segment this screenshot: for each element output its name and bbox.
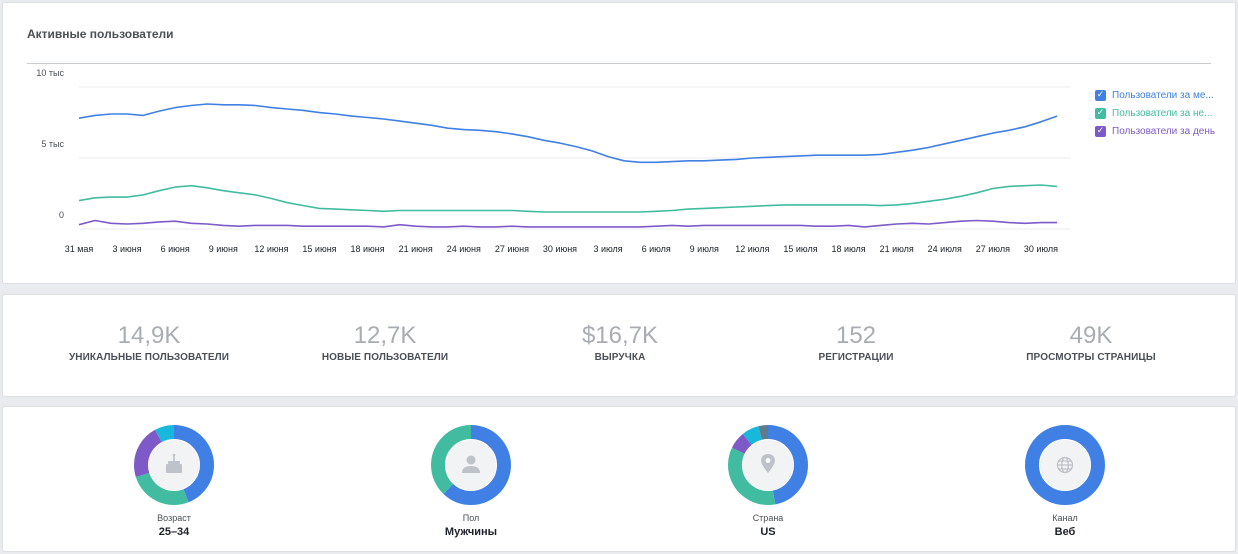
stat-label: Выручка	[594, 352, 646, 363]
person-icon	[462, 455, 480, 473]
series-line-1	[78, 184, 1058, 213]
x-tick-label: 15 июня	[302, 244, 336, 254]
demographic-label: Страна	[752, 513, 784, 523]
stat-registrations: 152 Регистрации	[746, 322, 966, 363]
donut-segment	[431, 425, 511, 505]
stat-value: 152	[835, 322, 877, 349]
donut-segment	[1025, 425, 1105, 505]
stat-new-users: 12,7K Новые пользователи	[275, 322, 495, 363]
stat-page-views: 49K Просмотры страницы	[981, 322, 1201, 363]
cake-icon	[166, 453, 182, 473]
x-tick-label: 27 июня	[495, 244, 529, 254]
title-divider	[27, 63, 1211, 64]
stat-revenue: $16,7K Выручка	[510, 322, 730, 363]
x-tick-label: 6 июня	[161, 244, 190, 254]
x-tick-label: 12 июля	[735, 244, 769, 254]
stat-label: Уникальные пользователи	[68, 352, 230, 363]
x-tick-label: 31 мая	[65, 244, 94, 254]
stat-unique-users: 14,9K Уникальные пользователи	[39, 322, 259, 363]
grid-layer	[79, 86, 1071, 230]
stat-label: Новые пользователи	[321, 352, 449, 363]
x-tick-label: 15 июля	[783, 244, 817, 254]
x-tick-label: 27 июля	[976, 244, 1010, 254]
gender-donut[interactable]	[429, 423, 513, 507]
stat-value: 14,9K	[117, 322, 181, 349]
donut-segment	[728, 425, 808, 505]
x-tick-label: 30 июля	[1024, 244, 1058, 254]
demographic-country[interactable]: Страна US	[688, 423, 848, 538]
stat-value: 49K	[1069, 322, 1113, 349]
x-tick-label: 30 июня	[543, 244, 577, 254]
stat-value: $16,7K	[581, 322, 659, 349]
y-tick-label: 0	[59, 210, 64, 220]
series-line-2	[78, 219, 1057, 228]
x-tick-label: 21 июня	[399, 244, 433, 254]
donut-segment	[134, 425, 214, 505]
x-tick-label: 12 июня	[254, 244, 288, 254]
stat-value: 12,7K	[353, 322, 417, 349]
stats-card: 14,9K Уникальные пользователи 12,7K Новы…	[2, 294, 1236, 397]
donut-segment	[134, 425, 214, 505]
channel-donut[interactable]	[1023, 423, 1107, 507]
demographic-value: Мужчины	[444, 526, 498, 538]
legend-item-monthly[interactable]: ✓ Пользователи за ме...	[1095, 86, 1215, 104]
y-axis-labels: 0 5 тыс 10 тыс	[36, 68, 64, 220]
donut-segment	[728, 425, 808, 505]
stat-label: Просмотры страницы	[1026, 352, 1156, 363]
checkbox-icon[interactable]: ✓	[1095, 89, 1106, 101]
x-tick-label: 18 июня	[351, 244, 385, 254]
x-tick-label: 3 июля	[593, 244, 622, 254]
country-donut[interactable]	[726, 423, 810, 507]
x-tick-label: 24 июля	[928, 244, 962, 254]
donut-segment	[134, 425, 214, 505]
series-line-0	[78, 103, 1058, 164]
demographic-label: Возраст	[157, 513, 191, 523]
x-tick-label: 9 июля	[690, 244, 719, 254]
chart-title: Активные пользователи	[27, 27, 174, 41]
legend-label-monthly: Пользователи за ме...	[1112, 89, 1214, 101]
demographic-value: US	[760, 526, 776, 538]
stat-label: Регистрации	[818, 352, 894, 363]
active-users-chart: 0 5 тыс 10 тыс 31 мая 3 июня 6 июня 9 июня 12 …	[36, 68, 1071, 254]
demographic-label: Канал	[1052, 513, 1078, 523]
x-tick-label: 21 июля	[880, 244, 914, 254]
legend-item-weekly[interactable]: ✓ Пользователи за не...	[1095, 104, 1215, 122]
age-donut[interactable]	[132, 423, 216, 507]
donut-center	[446, 440, 496, 490]
series-layer	[78, 103, 1058, 228]
active-users-card: Активные пользователи 0 5 тыс 10 тыс 31 ма…	[2, 2, 1236, 284]
y-tick-label: 5 тыс	[41, 139, 64, 149]
demographic-gender[interactable]: Пол Мужчины	[391, 423, 551, 538]
chart-legend: ✓ Пользователи за ме... ✓ Пользователи з…	[1095, 86, 1215, 140]
x-tick-label: 3 июня	[113, 244, 142, 254]
x-tick-label: 6 июля	[642, 244, 671, 254]
x-tick-label: 9 июня	[209, 244, 238, 254]
demographic-value: Веб	[1054, 526, 1076, 538]
legend-label-daily: Пользователи за день	[1112, 125, 1216, 137]
checkbox-icon[interactable]: ✓	[1095, 125, 1106, 137]
y-tick-label: 10 тыс	[36, 68, 64, 78]
legend-item-daily[interactable]: ✓ Пользователи за день	[1095, 122, 1215, 140]
globe-icon	[1056, 456, 1074, 474]
x-axis-labels: 31 мая 3 июня 6 июня 9 июня 12 июня 15 июня 18…	[65, 244, 1058, 254]
demographic-value: 25–34	[158, 526, 190, 538]
demographic-channel[interactable]: Канал Веб	[985, 423, 1145, 538]
x-tick-label: 24 июня	[447, 244, 481, 254]
legend-label-weekly: Пользователи за не...	[1112, 107, 1213, 119]
demographics-card: Возраст 25–34 Пол Мужчины Страна US	[2, 406, 1236, 552]
location-pin-icon	[761, 454, 775, 473]
checkbox-icon[interactable]: ✓	[1095, 107, 1106, 119]
demographic-age[interactable]: Возраст 25–34	[94, 423, 254, 538]
x-tick-label: 18 июля	[831, 244, 865, 254]
demographic-label: Пол	[462, 513, 480, 523]
